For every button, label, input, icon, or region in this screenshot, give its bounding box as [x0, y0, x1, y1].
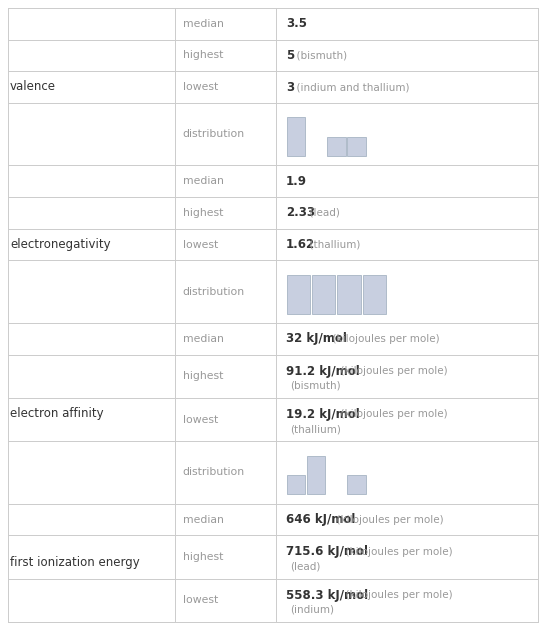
- Text: highest: highest: [183, 552, 223, 562]
- Text: 2.33: 2.33: [286, 207, 314, 219]
- Bar: [363, 275, 386, 314]
- Bar: [337, 275, 360, 314]
- Text: lowest: lowest: [183, 239, 218, 249]
- Text: distribution: distribution: [183, 129, 245, 139]
- Text: (thallium): (thallium): [304, 239, 361, 249]
- Text: lowest: lowest: [183, 415, 218, 425]
- Text: electronegativity: electronegativity: [10, 238, 111, 251]
- Text: highest: highest: [183, 371, 223, 381]
- Text: (thallium): (thallium): [290, 424, 341, 434]
- Bar: [347, 475, 366, 495]
- Text: median: median: [183, 515, 224, 525]
- Text: (kilojoules per mole): (kilojoules per mole): [330, 515, 443, 525]
- Bar: [287, 117, 305, 156]
- Text: lowest: lowest: [183, 595, 218, 605]
- Bar: [312, 275, 335, 314]
- Text: first ionization energy: first ionization energy: [10, 556, 140, 570]
- Text: (lead): (lead): [290, 561, 320, 571]
- Text: (indium): (indium): [290, 605, 334, 615]
- Bar: [287, 475, 305, 495]
- Text: 3.5: 3.5: [286, 18, 307, 30]
- Text: median: median: [183, 19, 224, 29]
- Text: distribution: distribution: [183, 467, 245, 478]
- Text: (lead): (lead): [304, 208, 340, 218]
- Text: 91.2 kJ/mol: 91.2 kJ/mol: [286, 365, 359, 377]
- Text: 3: 3: [286, 81, 294, 94]
- Text: highest: highest: [183, 208, 223, 218]
- Text: (kilojoules per mole): (kilojoules per mole): [334, 410, 448, 420]
- Text: 32 kJ/mol: 32 kJ/mol: [286, 332, 347, 345]
- Text: 5: 5: [286, 49, 294, 62]
- Text: 558.3 kJ/mol: 558.3 kJ/mol: [286, 588, 368, 602]
- Text: (kilojoules per mole): (kilojoules per mole): [325, 334, 439, 344]
- Text: electron affinity: electron affinity: [10, 407, 104, 420]
- Text: (indium and thallium): (indium and thallium): [290, 82, 410, 92]
- Text: (kilojoules per mole): (kilojoules per mole): [334, 366, 448, 376]
- Text: (bismuth): (bismuth): [290, 381, 340, 391]
- Text: 646 kJ/mol: 646 kJ/mol: [286, 513, 355, 526]
- Text: 19.2 kJ/mol: 19.2 kJ/mol: [286, 408, 359, 421]
- Text: highest: highest: [183, 50, 223, 60]
- Bar: [307, 455, 325, 495]
- Text: median: median: [183, 334, 224, 344]
- Bar: [287, 275, 310, 314]
- Text: 715.6 kJ/mol: 715.6 kJ/mol: [286, 546, 367, 558]
- Text: median: median: [183, 176, 224, 186]
- Text: 1.9: 1.9: [286, 175, 307, 188]
- Text: distribution: distribution: [183, 287, 245, 297]
- Text: (kilojoules per mole): (kilojoules per mole): [339, 547, 453, 557]
- Bar: [347, 137, 366, 156]
- Text: 1.62: 1.62: [286, 238, 315, 251]
- Text: (bismuth): (bismuth): [290, 50, 347, 60]
- Text: lowest: lowest: [183, 82, 218, 92]
- Bar: [327, 137, 346, 156]
- Text: valence: valence: [10, 80, 56, 93]
- Text: (kilojoules per mole): (kilojoules per mole): [339, 590, 453, 600]
